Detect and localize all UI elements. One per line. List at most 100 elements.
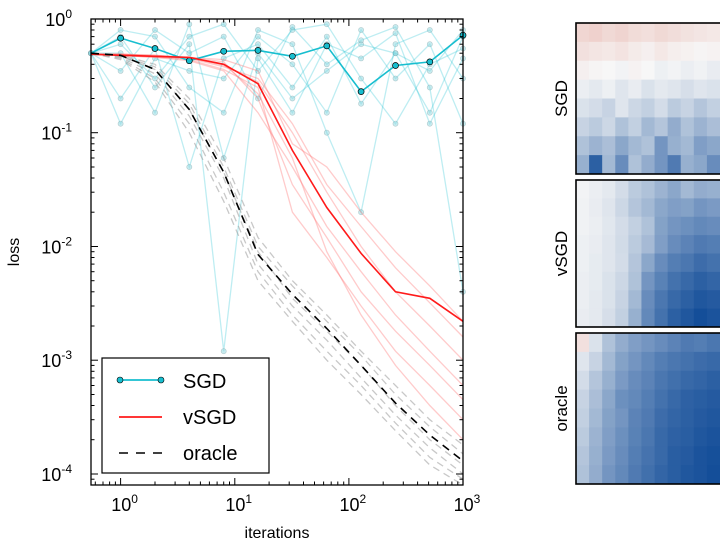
heatmap-cell	[602, 351, 616, 372]
heatmap-cell	[641, 271, 655, 291]
heatmap-cell	[589, 23, 603, 43]
heatmap-cell	[576, 408, 590, 428]
legend-label-sgd: SGD	[183, 371, 226, 393]
heatmap-cell	[693, 117, 708, 137]
heatmap-cell	[589, 351, 603, 372]
heatmap-cell	[693, 290, 708, 310]
run-point-sgd-2-8	[358, 75, 364, 82]
x-tick-labels: 100 101 102 103	[111, 492, 480, 515]
heatmap-cell	[602, 446, 616, 466]
heatmap-cell	[589, 389, 603, 409]
heatmap-label-vsgd: vSGD	[552, 231, 571, 276]
series-point-sgd-5	[254, 47, 262, 54]
heatmap-cell	[628, 389, 642, 409]
heatmap-cell	[654, 271, 669, 291]
heatmap-cell	[706, 465, 720, 485]
run-line-vsgd-5	[90, 53, 464, 441]
heatmap-cell	[706, 41, 720, 62]
heatmap-cell	[693, 155, 708, 175]
heatmap-cell	[680, 136, 695, 156]
heatmap-cell	[615, 290, 629, 310]
heatmap-cell	[589, 290, 603, 310]
run-line-vsgd-3	[91, 53, 464, 322]
heatmap-cell	[654, 216, 669, 236]
heatmap-cell	[680, 198, 695, 218]
heatmap-cell	[667, 235, 682, 254]
heatmap-cell	[628, 308, 642, 328]
heatmap-cell	[654, 370, 669, 391]
heatmap-cell	[602, 180, 616, 199]
run-point-sgd-4-1	[117, 68, 124, 74]
heatmap-cell	[589, 60, 603, 81]
heatmap-cell	[628, 98, 642, 118]
heatmap-cell	[615, 235, 629, 254]
heatmap-cell	[667, 446, 682, 466]
run-point-sgd-6-2	[152, 84, 158, 91]
run-point-sgd-6-10	[426, 120, 433, 127]
heatmap-cell	[680, 446, 695, 466]
heatmap-cell	[628, 216, 642, 236]
run-point-sgd-3-2	[152, 33, 158, 40]
heatmap-cell	[576, 333, 590, 353]
heatmap-cell	[641, 465, 655, 485]
heatmap-cell	[602, 370, 616, 391]
heatmap-cell	[706, 235, 720, 254]
run-line-oracle-2	[90, 52, 464, 475]
series-point-sgd-8	[357, 88, 365, 95]
series-point-sgd-1	[117, 34, 124, 42]
run-point-sgd-2-2	[152, 75, 158, 82]
heatmap-cell	[667, 98, 682, 118]
heatmap-cell	[589, 216, 603, 236]
heatmap-cell	[628, 117, 642, 137]
heatmap-cell	[667, 333, 682, 353]
run-point-sgd-5-7	[323, 109, 330, 116]
heatmap-cell	[628, 465, 642, 485]
heatmap-cell	[693, 465, 708, 485]
heatmap-cell	[680, 308, 695, 328]
run-point-sgd-2-9	[392, 120, 399, 127]
heatmap-cell	[680, 98, 695, 118]
run-point-sgd-5-4	[220, 75, 227, 82]
heatmap-cell	[654, 389, 669, 409]
heatmap-cell	[589, 235, 603, 254]
run-point-sgd-3-3	[186, 84, 193, 91]
heatmap-cell	[576, 308, 590, 328]
heatmap-cell	[641, 290, 655, 310]
run-point-sgd-2-1	[117, 41, 124, 48]
heatmap-cell	[667, 271, 682, 291]
heatmap-cell	[706, 408, 720, 428]
heatmap-cell	[589, 427, 603, 447]
heatmap-cell	[693, 23, 708, 43]
heatmap-cell	[706, 333, 720, 353]
heatmap-cell	[641, 408, 655, 428]
series-point-sgd-6	[289, 52, 296, 60]
run-line-vsgd-6	[91, 53, 464, 361]
heatmap-cell	[693, 41, 708, 62]
heatmap-cell	[654, 235, 669, 254]
heatmap-panel-vsgd: vSGD	[552, 179, 720, 328]
heatmap-cell	[628, 333, 642, 353]
heatmap-cell	[706, 446, 720, 466]
heatmap-cell	[576, 41, 590, 62]
heatmap-cell	[602, 427, 616, 447]
run-point-sgd-4-8	[358, 37, 364, 44]
heatmap-cell	[667, 389, 682, 409]
run-line-sgd-5	[90, 28, 464, 126]
heatmap-cell	[602, 308, 616, 328]
heatmap-cell	[693, 198, 708, 218]
run-point-sgd-2-5	[255, 68, 261, 74]
heatmap-cell	[680, 117, 695, 137]
heatmap-cell	[615, 333, 629, 353]
heatmap-cell	[628, 23, 642, 43]
heatmap-cell	[615, 180, 629, 199]
run-point-sgd-3-5	[255, 27, 261, 33]
heatmap-cell	[576, 446, 590, 466]
heatmap-cell	[615, 308, 629, 328]
heatmap-cell	[641, 333, 655, 353]
heatmap-cell	[706, 427, 720, 447]
heatmap-cell	[654, 198, 669, 218]
heatmap-cell	[628, 41, 642, 62]
heatmap-cell	[667, 136, 682, 156]
heatmap-cell	[615, 446, 629, 466]
heatmap-cell	[680, 465, 695, 485]
